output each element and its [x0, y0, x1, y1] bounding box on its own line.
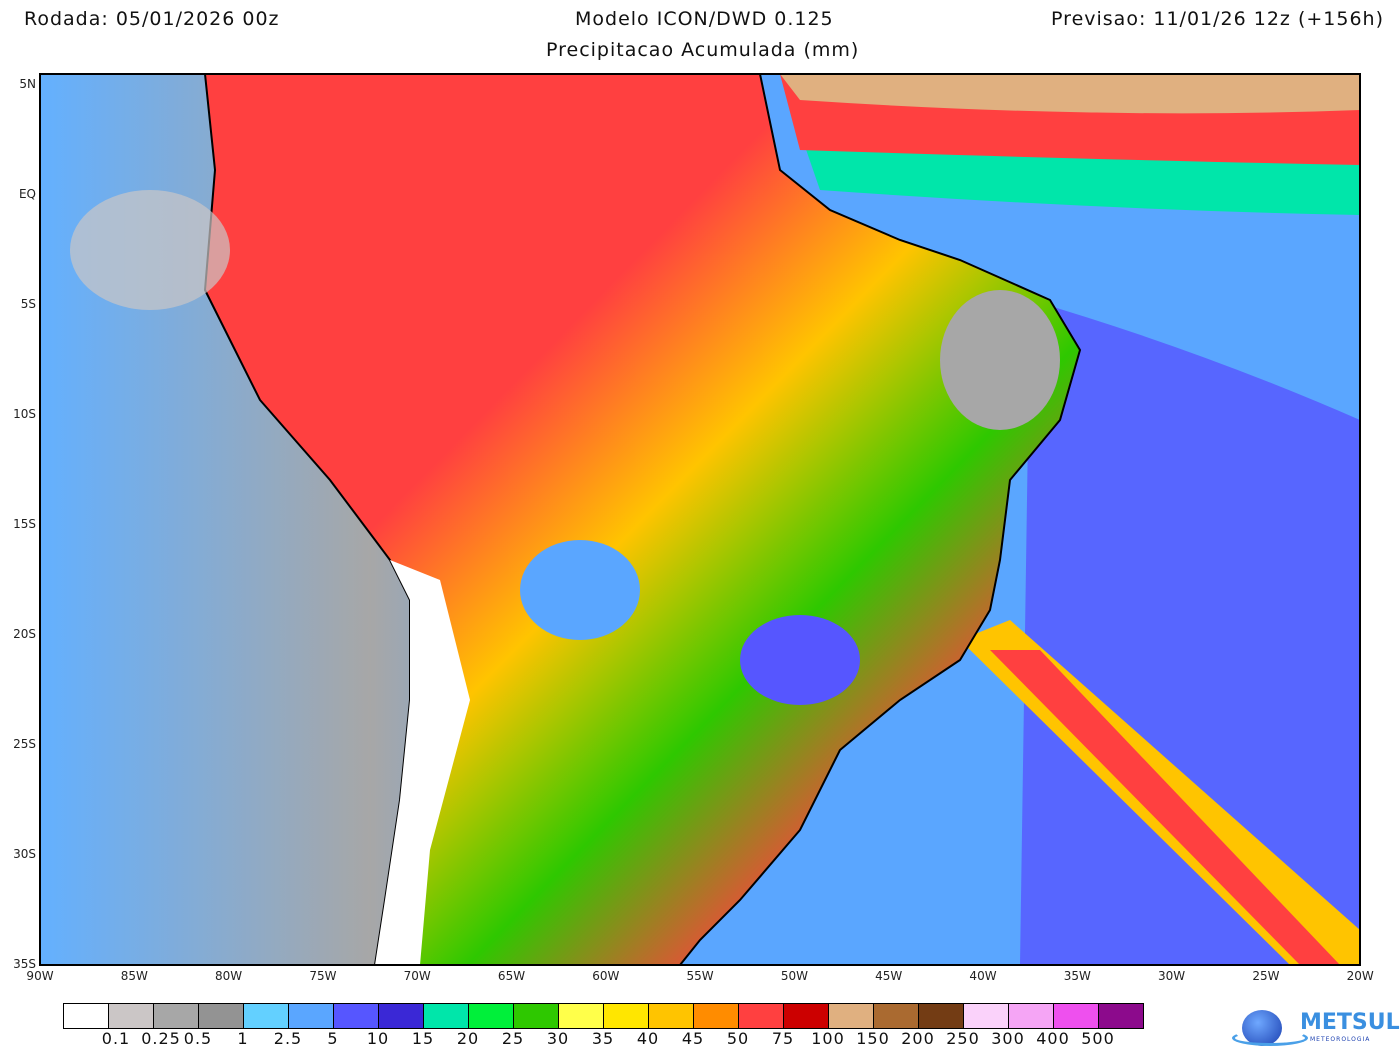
- legend-label: 1: [237, 1029, 249, 1048]
- lat-tick: 5S: [20, 297, 36, 311]
- lat-tick: EQ: [18, 187, 36, 201]
- legend-swatch: [919, 1004, 964, 1028]
- lon-tick: 40W: [969, 969, 997, 983]
- lat-tick: 20S: [13, 627, 36, 641]
- legend-label: 15: [411, 1029, 435, 1048]
- legend-swatch: [379, 1004, 424, 1028]
- legend-swatch: [649, 1004, 694, 1028]
- lon-tick: 90W: [26, 969, 54, 983]
- legend-swatch: [64, 1004, 109, 1028]
- legend-label: 400: [1036, 1029, 1070, 1048]
- legend-label: 500: [1081, 1029, 1115, 1048]
- legend-swatch: [739, 1004, 784, 1028]
- lon-tick: 70W: [403, 969, 431, 983]
- lon-tick: 65W: [497, 969, 526, 983]
- legend-swatch: [694, 1004, 739, 1028]
- legend-label: 75: [771, 1029, 795, 1048]
- lon-tick: 50W: [780, 969, 808, 983]
- legend-swatch: [199, 1004, 244, 1028]
- legend-swatch: [289, 1004, 334, 1028]
- map-subtitle: Precipitacao Acumulada (mm): [546, 39, 860, 61]
- metsul-logo: METSUL METEOROLOGIA: [1232, 1008, 1400, 1048]
- legend-label: 35: [591, 1029, 615, 1048]
- logo-text: METSUL: [1300, 1010, 1400, 1035]
- legend-swatch: [604, 1004, 649, 1028]
- legend-label: 300: [991, 1029, 1025, 1048]
- legend-swatch: [1099, 1004, 1143, 1028]
- legend-label: 2.5: [273, 1029, 303, 1048]
- legend-swatch: [1009, 1004, 1054, 1028]
- legend-label: 50: [726, 1029, 750, 1048]
- legend-swatch: [829, 1004, 874, 1028]
- legend-swatch: [514, 1004, 559, 1028]
- run-time: Rodada: 05/01/2026 00z: [24, 8, 280, 30]
- legend-swatch: [874, 1004, 919, 1028]
- legend-label: 20: [456, 1029, 480, 1048]
- lat-tick: 30S: [13, 847, 36, 861]
- legend-swatch: [244, 1004, 289, 1028]
- lon-tick: 55W: [686, 969, 714, 983]
- legend-label: 250: [946, 1029, 980, 1048]
- lon-tick: 60W: [592, 969, 620, 983]
- legend-swatch: [1054, 1004, 1099, 1028]
- lat-tick: 35S: [13, 957, 36, 971]
- lat-tick: 10S: [13, 407, 36, 421]
- legend-label: 45: [681, 1029, 705, 1048]
- legend-label: 30: [546, 1029, 570, 1048]
- legend-swatch: [154, 1004, 199, 1028]
- lat-tick: 15S: [13, 517, 36, 531]
- legend-label: 0.25: [141, 1029, 181, 1048]
- legend-label: 10: [366, 1029, 390, 1048]
- lat-tick: 5N: [19, 77, 36, 91]
- legend-swatch: [559, 1004, 604, 1028]
- legend-label: 200: [901, 1029, 935, 1048]
- logo-subtext: METEOROLOGIA: [1310, 1036, 1371, 1043]
- legend-swatch: [784, 1004, 829, 1028]
- legend-swatch: [334, 1004, 379, 1028]
- legend-label: 25: [501, 1029, 525, 1048]
- legend-swatch: [109, 1004, 154, 1028]
- precipitation-map: [39, 73, 1361, 966]
- lon-tick: 35W: [1063, 969, 1091, 983]
- legend-label: 0.5: [183, 1029, 213, 1048]
- lat-tick: 25S: [13, 737, 36, 751]
- lon-tick: 25W: [1252, 969, 1280, 983]
- model-name: Modelo ICON/DWD 0.125: [575, 8, 834, 30]
- lon-tick: 75W: [309, 969, 337, 983]
- legend-label: 40: [636, 1029, 660, 1048]
- legend-label: 150: [856, 1029, 890, 1048]
- lon-tick: 20W: [1346, 969, 1374, 983]
- legend-swatch: [424, 1004, 469, 1028]
- legend-label: 0.1: [101, 1029, 131, 1048]
- lon-tick: 45W: [875, 969, 903, 983]
- lon-tick: 80W: [215, 969, 243, 983]
- precipitation-legend: [63, 1003, 1144, 1029]
- legend-label: 100: [811, 1029, 845, 1048]
- lon-tick: 85W: [120, 969, 148, 983]
- legend-label: 5: [327, 1029, 339, 1048]
- forecast-time: Previsao: 11/01/26 12z (+156h): [1051, 8, 1384, 30]
- lon-tick: 30W: [1158, 969, 1186, 983]
- legend-swatch: [469, 1004, 514, 1028]
- legend-swatch: [964, 1004, 1009, 1028]
